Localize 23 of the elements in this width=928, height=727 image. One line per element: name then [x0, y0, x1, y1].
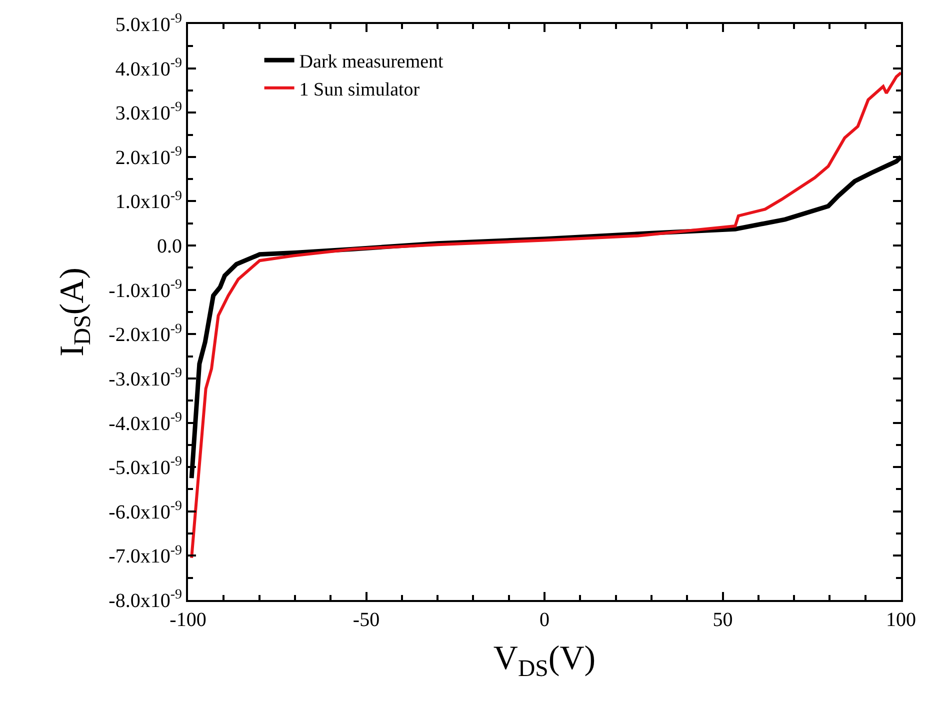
y-tick-label: -3.0x10$^{-9}$ — [108, 366, 182, 390]
y-tick-label: 3.0x10$^{-9}$ — [115, 100, 182, 125]
x-tick-label: 0 — [540, 609, 550, 631]
y-tick-label: -4.0x10$^{-9}$ — [108, 410, 182, 435]
y-tick-label: 1.0x10$^{-9}$ — [115, 188, 182, 214]
x-axis-title: V$_{DS}$(V) — [493, 640, 596, 682]
y-tick-label: 0.0 — [157, 236, 182, 258]
x-tick-label: -100 — [170, 609, 206, 631]
x-tick-label: 100 — [886, 609, 916, 631]
y-tick-label: -5.0x10$^{-9}$ — [108, 454, 182, 480]
legend-label: 1 Sun simulator — [299, 79, 420, 100]
line-series — [190, 71, 901, 560]
y-tick-label: 2.0x10$^{-9}$ — [115, 144, 182, 169]
y-tick-label: -2.0x10$^{-9}$ — [108, 322, 182, 346]
y-tick-label: -8.0x10$^{-9}$ — [108, 588, 182, 612]
y-tick-label: -6.0x10$^{-9}$ — [108, 498, 182, 524]
legend-label: Dark measurement — [299, 52, 444, 73]
y-tick-label: 5.0x10$^{-9}$ — [115, 12, 182, 36]
y-tick-label: 4.0x10$^{-9}$ — [115, 56, 182, 80]
x-tick-label: -50 — [352, 609, 380, 631]
y-tick-label: -7.0x10$^{-9}$ — [108, 543, 182, 568]
y-tick-label: -1.0x10$^{-9}$ — [108, 277, 182, 302]
x-tick-label: 50 — [712, 609, 733, 631]
